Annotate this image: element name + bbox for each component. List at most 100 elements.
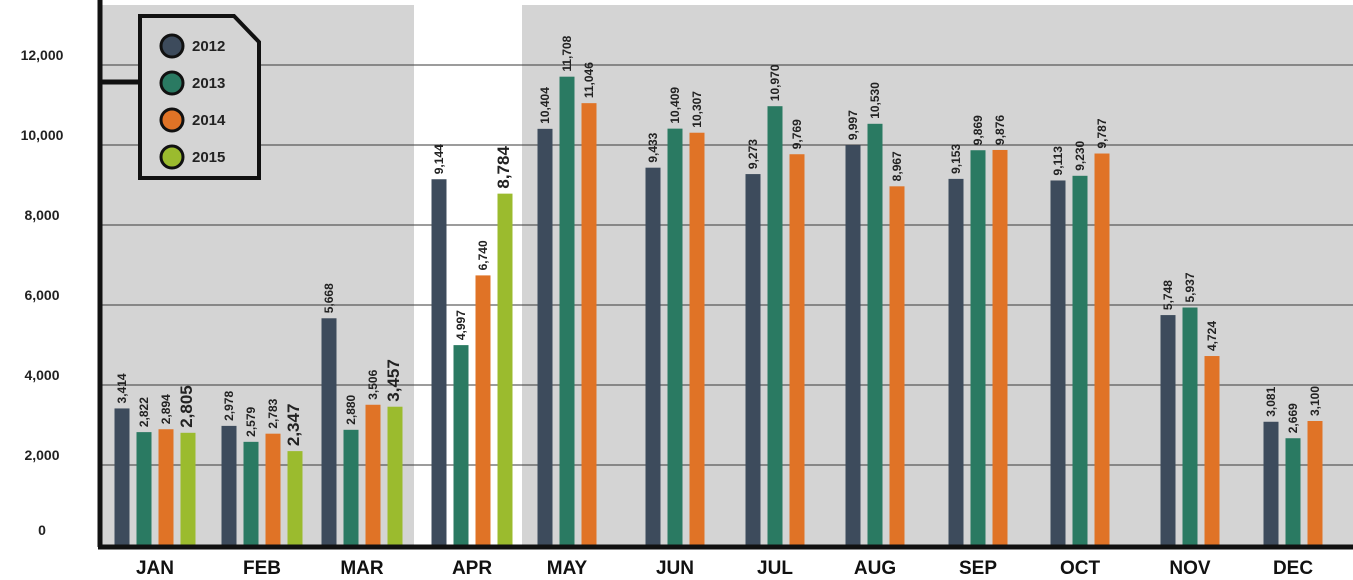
- bar-jul-2012: [745, 174, 761, 545]
- x-tick-label: NOV: [1169, 558, 1211, 579]
- value-label: 4,997: [454, 310, 468, 340]
- value-label: 10,530: [868, 82, 882, 119]
- legend-swatch-2012: [159, 33, 185, 59]
- value-label: 10,970: [768, 64, 782, 101]
- bar-apr-2014: [475, 275, 491, 545]
- value-label: 5,937: [1183, 272, 1197, 302]
- value-label: 2,783: [266, 398, 280, 428]
- bar-oct-2013: [1072, 175, 1088, 546]
- bar-dec-2014: [1307, 421, 1323, 545]
- value-label: 9,113: [1051, 146, 1065, 176]
- y-tick-label: 0: [38, 522, 46, 538]
- bar-sep-2014: [992, 149, 1008, 545]
- x-tick-label: AUG: [854, 558, 896, 579]
- bar-jan-2012: [114, 408, 130, 545]
- y-tick-label: 6,000: [24, 287, 59, 303]
- bar-dec-2013: [1285, 438, 1301, 545]
- x-tick-label: DEC: [1273, 558, 1313, 579]
- value-label: 2,880: [344, 394, 358, 424]
- bar-jun-2014: [689, 132, 705, 545]
- value-label: 2,805: [177, 385, 196, 428]
- value-label: 2,894: [159, 394, 173, 424]
- x-tick-label: SEP: [959, 558, 997, 579]
- axes: 0 2,000 4,000 6,000 8,000 10,000 12,000 JAN FEB M…: [21, 0, 1353, 579]
- legend-swatch-2014: [159, 107, 185, 133]
- bar-feb-2013: [243, 441, 259, 545]
- value-label: 9,876: [993, 115, 1007, 145]
- value-label: 9,769: [790, 119, 804, 149]
- legend-swatch-2015: [159, 144, 185, 170]
- bar-feb-2014: [265, 433, 281, 545]
- x-tick-label: JAN: [136, 558, 174, 579]
- legend-label: 2012: [192, 38, 225, 55]
- legend-label: 2015: [192, 149, 225, 166]
- value-label: 3,457: [384, 359, 403, 402]
- value-label: 8,784: [494, 146, 513, 189]
- bar-nov-2014: [1204, 356, 1220, 545]
- bar-jan-2013: [136, 432, 152, 545]
- bar-oct-2014: [1094, 153, 1110, 545]
- value-label: 9,997: [846, 110, 860, 140]
- value-label: 4,724: [1205, 321, 1219, 351]
- bar-mar-2014: [365, 404, 381, 545]
- x-tick-label: MAR: [340, 558, 384, 579]
- bar-feb-2012: [221, 425, 237, 545]
- value-label: 11,046: [582, 62, 596, 98]
- value-label: 9,273: [746, 139, 760, 169]
- value-label: 9,787: [1095, 118, 1109, 148]
- bar-jan-2015: [180, 432, 196, 545]
- bar-may-2014: [581, 103, 597, 545]
- value-label: 9,153: [949, 144, 963, 174]
- bar-jan-2014: [158, 429, 174, 545]
- bar-nov-2013: [1182, 307, 1198, 545]
- value-label: 2,579: [244, 406, 258, 436]
- bar-aug-2012: [845, 145, 861, 545]
- value-label: 5,668: [322, 283, 336, 313]
- value-label: 3,414: [115, 373, 129, 403]
- bar-mar-2013: [343, 429, 359, 545]
- value-label: 2,822: [137, 397, 151, 427]
- bars: [114, 76, 1323, 546]
- value-label: 2,347: [284, 404, 303, 447]
- value-label: 9,433: [646, 132, 660, 162]
- legend-label: 2014: [192, 112, 226, 129]
- bar-may-2013: [559, 76, 575, 546]
- legend-label: 2013: [192, 75, 225, 92]
- value-label: 10,307: [690, 91, 704, 128]
- bar-jun-2013: [667, 128, 683, 545]
- bar-jun-2012: [645, 167, 661, 545]
- value-label: 2,669: [1286, 403, 1300, 433]
- y-tick-label: 4,000: [24, 367, 59, 383]
- value-label: 2,978: [222, 391, 236, 421]
- value-label: 3,506: [366, 369, 380, 399]
- legend: 2012 2013 2014 2015: [100, 14, 261, 180]
- value-label: 5,748: [1161, 280, 1175, 310]
- x-tick-label: OCT: [1060, 558, 1101, 579]
- value-label: 11,708: [560, 35, 574, 71]
- value-label: 9,869: [971, 115, 985, 145]
- value-label: 8,967: [890, 151, 904, 181]
- bar-apr-2012: [431, 179, 447, 546]
- value-label: 9,230: [1073, 140, 1087, 170]
- bar-nov-2012: [1160, 315, 1176, 545]
- bar-may-2012: [537, 128, 553, 545]
- value-label: 6,740: [476, 240, 490, 270]
- value-label: 9,144: [432, 144, 446, 174]
- bar-sep-2013: [970, 150, 986, 546]
- x-tick-label: JUL: [757, 558, 793, 579]
- bar-jul-2014: [789, 154, 805, 546]
- x-tick-label: MAY: [547, 558, 588, 579]
- y-tick-label: 2,000: [24, 447, 59, 463]
- bar-sep-2012: [948, 178, 964, 545]
- bar-aug-2014: [889, 186, 905, 545]
- y-tick-label: 10,000: [21, 127, 64, 143]
- y-tick-label: 8,000: [24, 207, 59, 223]
- bar-mar-2015: [387, 406, 403, 545]
- x-tick-label: FEB: [243, 558, 281, 579]
- bar-apr-2013: [453, 345, 469, 545]
- bar-apr-2015: [497, 193, 513, 545]
- bar-jul-2013: [767, 106, 783, 545]
- value-label: 10,404: [538, 87, 552, 124]
- value-label: 10,409: [668, 87, 682, 124]
